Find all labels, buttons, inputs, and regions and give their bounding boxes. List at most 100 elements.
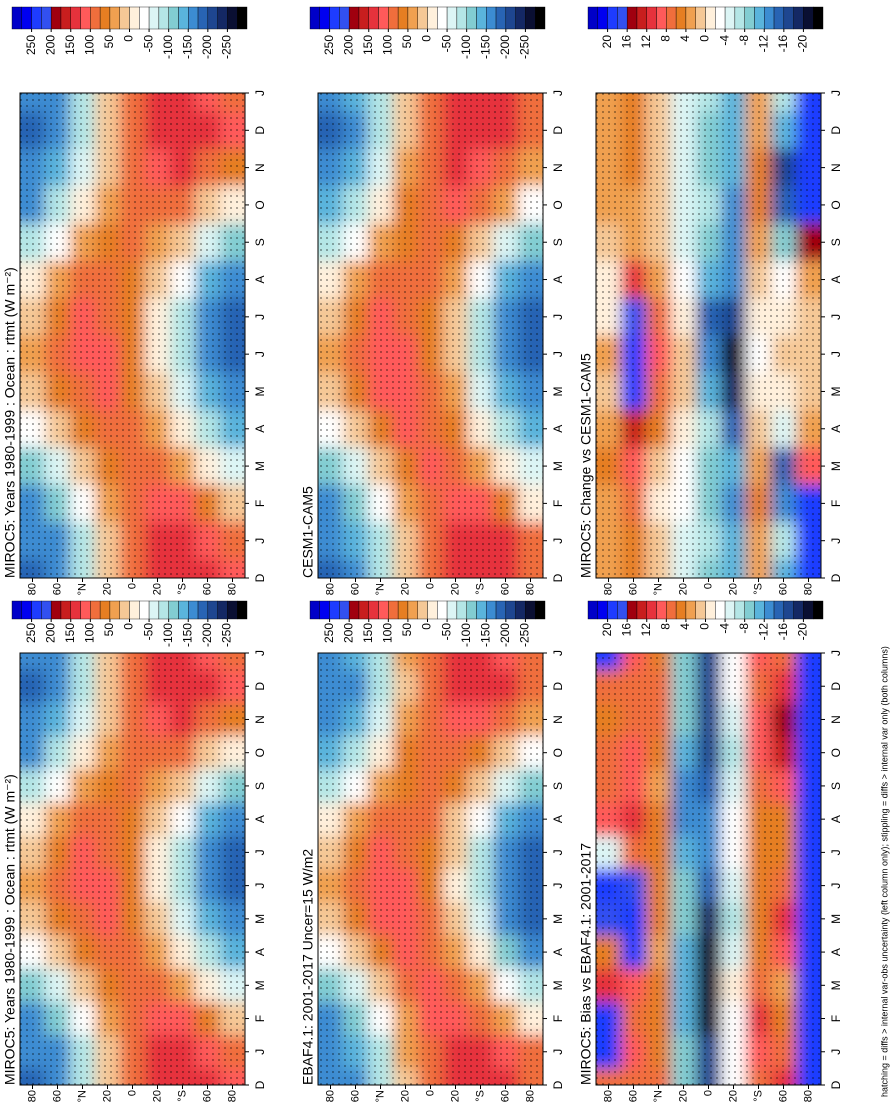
colorbar-label: -100 xyxy=(161,623,175,647)
colorbar-box xyxy=(486,6,497,30)
x-tick-label: S xyxy=(829,238,843,246)
colorbar-box xyxy=(783,600,794,620)
x-tick-label: J xyxy=(551,538,565,544)
y-tick-label: 60 xyxy=(51,1090,63,1102)
colorbar-box xyxy=(695,600,706,620)
y-tick-label: 80 xyxy=(802,583,814,595)
x-tick-label: J xyxy=(253,650,267,656)
y-tick-label: 0 xyxy=(702,583,714,589)
colorbar-box xyxy=(793,6,804,30)
y-tick-label: °S xyxy=(176,583,188,595)
colorbar-box xyxy=(734,600,745,620)
x-tick-label: S xyxy=(253,782,267,790)
y-tick-label: 80 xyxy=(324,583,336,595)
x-tick-label: D xyxy=(551,682,565,691)
x-tick-label: D xyxy=(253,1080,267,1089)
colorbar-label: -250 xyxy=(518,623,532,647)
stippling xyxy=(318,653,543,1085)
colorbar-label: -12 xyxy=(756,623,770,641)
colorbar-box xyxy=(358,600,369,620)
colorbar-box xyxy=(427,600,438,620)
x-tick-label: M xyxy=(253,386,267,396)
colorbar-box xyxy=(427,6,438,30)
colorbar-label: -8 xyxy=(737,623,751,634)
colorbar-box xyxy=(139,600,150,620)
colorbar-box xyxy=(695,6,706,30)
x-tick-label: M xyxy=(829,386,843,396)
x-tick-label: J xyxy=(551,351,565,357)
x-tick-label: N xyxy=(551,163,565,172)
plot-area xyxy=(318,653,543,1085)
x-tick-label: N xyxy=(829,163,843,172)
colorbar-label: -250 xyxy=(220,623,234,647)
colorbar-label: 150 xyxy=(63,623,77,643)
colorbar-box xyxy=(666,600,677,620)
colorbar-box xyxy=(368,6,379,30)
colorbar-label: -150 xyxy=(180,623,194,647)
colorbar-box xyxy=(80,600,91,620)
colorbar-label: 150 xyxy=(63,35,77,55)
colorbar-label: 100 xyxy=(381,35,395,55)
colorbar-box xyxy=(803,6,814,30)
y-tick-label: 20 xyxy=(727,583,739,595)
x-tick-label: F xyxy=(551,500,565,507)
x-tick-label: D xyxy=(551,126,565,135)
colorbar-label: 16 xyxy=(619,35,633,49)
colorbar-box xyxy=(495,600,507,620)
colorbar-box xyxy=(715,600,726,620)
colorbar-box xyxy=(715,6,726,30)
x-tick-label: O xyxy=(829,748,843,757)
colorbar-label: 16 xyxy=(619,623,633,637)
x-tick-label: A xyxy=(829,948,843,956)
colorbar-label: -50 xyxy=(141,623,155,641)
x-tick-label: J xyxy=(551,90,565,96)
colorbar-box xyxy=(773,600,785,620)
colorbar-label: -16 xyxy=(776,35,790,53)
y-tick-label: 80 xyxy=(226,583,238,595)
x-tick-label: A xyxy=(829,815,843,823)
colorbar-label: 0 xyxy=(420,623,434,630)
colorbar-label: 12 xyxy=(639,35,653,49)
colorbar-box xyxy=(139,6,150,30)
colorbar-label: 250 xyxy=(322,35,336,55)
colorbar-box xyxy=(535,600,546,620)
x-tick-label: J xyxy=(551,883,565,889)
colorbar-label: 200 xyxy=(43,35,57,55)
colorbar-box xyxy=(11,600,22,620)
y-tick-label: 0 xyxy=(702,1090,714,1096)
colorbar-box xyxy=(188,6,199,30)
colorbar-label: 150 xyxy=(361,35,375,55)
colorbar-box xyxy=(597,6,608,30)
colorbar-box xyxy=(129,600,140,620)
y-tick-label: 80 xyxy=(324,1090,336,1102)
x-tick-label: M xyxy=(829,980,843,990)
colorbar-box xyxy=(31,6,42,30)
x-tick-label: A xyxy=(253,276,267,284)
colorbar-box xyxy=(734,6,745,30)
y-tick-label: 60 xyxy=(51,583,63,595)
colorbar-box xyxy=(466,6,477,30)
y-tick-label: 60 xyxy=(499,583,511,595)
plot-area xyxy=(596,653,821,1085)
colorbar-box xyxy=(437,6,448,30)
colorbar-label: -50 xyxy=(141,35,155,53)
colorbar-box xyxy=(178,600,189,620)
panel-title: CESM1-CAM5 xyxy=(300,486,316,578)
panel-title: MIROC5: Bias vs EBAF4.1: 2001-2017 xyxy=(578,843,594,1085)
x-tick-label: M xyxy=(551,980,565,990)
colorbar-box xyxy=(656,600,667,620)
x-tick-label: J xyxy=(551,849,565,855)
y-tick-label: 80 xyxy=(26,583,38,595)
colorbar-box xyxy=(656,6,667,30)
colorbar-box xyxy=(70,600,81,620)
x-tick-label: D xyxy=(253,573,267,582)
colorbar-box xyxy=(237,600,248,620)
colorbar-label: -12 xyxy=(756,35,770,53)
x-tick-label: D xyxy=(829,126,843,135)
colorbar-label: 0 xyxy=(698,623,712,630)
plot-area xyxy=(318,93,543,578)
x-tick-label: F xyxy=(253,500,267,507)
colorbar-label: -200 xyxy=(498,623,512,647)
colorbar-label: 200 xyxy=(43,623,57,643)
x-tick-label: O xyxy=(253,200,267,209)
